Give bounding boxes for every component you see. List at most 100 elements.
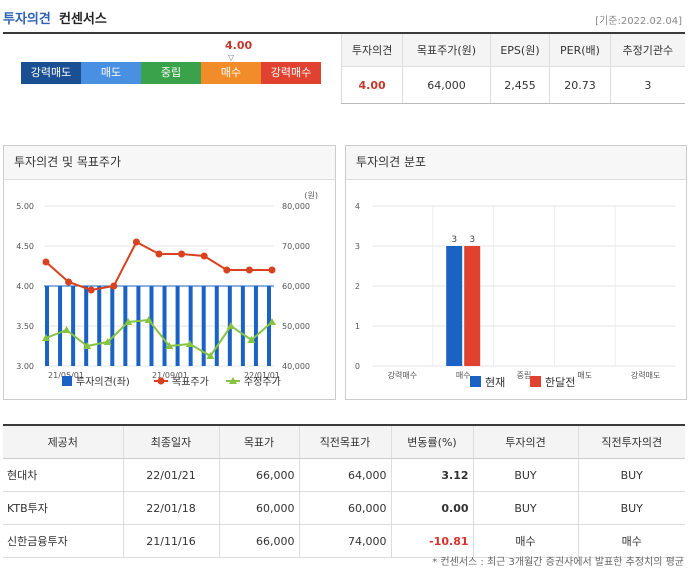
broker-date: 22/01/21 xyxy=(122,458,219,492)
broker-opinion: BUY xyxy=(472,458,578,492)
y-right-tick: 60,000 xyxy=(282,282,310,291)
scale-sell: 매도 xyxy=(81,62,141,84)
opinion-distribution-panel: 투자의견 분포 4 3 2 1 0 강력매수 매수 3 3 중립 매도 강력매도 현재 한달전 xyxy=(345,145,687,400)
x-tick: 중립 xyxy=(517,371,532,380)
legend-label: 목표주가 xyxy=(172,376,209,388)
opinion-bar xyxy=(71,286,76,366)
target-price-point xyxy=(132,238,140,246)
broker-prev-target: 64,000 xyxy=(298,458,391,492)
adjusted-price-point xyxy=(83,342,92,349)
summary-count-value: 3 xyxy=(609,66,685,104)
summary-target-value: 64,000 xyxy=(402,66,491,104)
x-tick: 매수 xyxy=(456,371,471,380)
opinion-bar xyxy=(58,286,63,366)
adjusted-price-point xyxy=(226,322,235,329)
target-price-point xyxy=(223,266,231,274)
opinion-target-panel: 투자의견 및 목표주가 5.00 4.50 4.00 3.50 3.00 80,000 70… xyxy=(3,145,336,400)
y-right-tick: 40,000 xyxy=(282,362,310,371)
opinion-bar xyxy=(214,286,219,366)
summary-header: 투자의견 xyxy=(340,34,403,67)
adjusted-price-point xyxy=(103,338,112,345)
adjusted-price-point xyxy=(62,326,71,333)
scale-strong-sell: 강력매도 xyxy=(21,62,81,84)
data-label: 3 xyxy=(469,235,475,245)
opinion-bar xyxy=(97,286,102,366)
broker-opinion: 매수 xyxy=(472,524,578,558)
top-divider xyxy=(3,32,685,34)
broker-prev-opinion: BUY xyxy=(577,491,685,525)
series-line-목표주가 xyxy=(45,240,272,292)
target-price-point xyxy=(178,250,186,258)
legend-bar-swatch xyxy=(62,376,72,386)
bar-현재 xyxy=(446,246,463,366)
broker-header: 목표가 xyxy=(218,424,299,459)
target-price-point xyxy=(87,286,95,294)
broker-prev-target: 74,000 xyxy=(298,524,391,558)
target-price-point xyxy=(200,252,208,260)
opinion-bar xyxy=(162,286,167,366)
opinion-bar xyxy=(253,286,258,366)
target-price-point xyxy=(110,282,118,290)
legend-swatch xyxy=(470,376,481,387)
x-tick: 21/09/01 xyxy=(152,371,188,380)
broker-date: 22/01/18 xyxy=(122,491,219,525)
panel-title: 투자의견 분포 xyxy=(346,146,686,180)
opinion-scale-bar: 강력매도 매도 중립 매수 강력매수 xyxy=(21,62,321,84)
adjusted-price-point xyxy=(42,334,50,341)
scale-neutral: 중립 xyxy=(141,62,201,84)
broker-change: 3.12 xyxy=(390,458,473,492)
broker-target: 66,000 xyxy=(218,458,299,492)
broker-change: 0.00 xyxy=(390,491,473,525)
target-price-point xyxy=(155,250,163,258)
opinion-bar xyxy=(175,286,180,366)
broker-target: 66,000 xyxy=(218,524,299,558)
y-left-tick: 3.00 xyxy=(16,362,34,371)
scale-strong-buy: 강력매수 xyxy=(261,62,321,84)
adjusted-price-point xyxy=(144,316,153,323)
score-value: 4.00 xyxy=(225,39,253,52)
legend-label: 수정주가 xyxy=(244,376,281,388)
x-tick: 매도 xyxy=(577,371,592,380)
y-right-tick: 80,000 xyxy=(282,202,310,211)
broker-table: 제공처 최종일자 목표가 직전목표가 변동률(%) 투자의견 직전투자의견 현대… xyxy=(3,424,685,558)
target-price-point xyxy=(245,266,253,274)
opinion-bar xyxy=(201,286,206,366)
broker-target: 60,000 xyxy=(218,491,299,525)
x-tick: 강력매수 xyxy=(388,370,417,380)
y-right-tick: 70,000 xyxy=(282,242,310,251)
opinion-bar xyxy=(240,286,245,366)
panel-title: 투자의견 및 목표주가 xyxy=(4,146,335,180)
score-marker-icon: ▽ xyxy=(228,53,235,62)
y-left-tick: 4.00 xyxy=(16,282,34,291)
y-tick: 2 xyxy=(355,282,360,291)
opinion-bar xyxy=(267,286,271,366)
opinion-bar xyxy=(45,286,49,366)
broker-name: 현대차 xyxy=(3,458,123,492)
page-title: 투자의견 xyxy=(3,12,51,27)
legend-label: 한달전 xyxy=(545,376,575,389)
consensus-summary-table: 투자의견 목표주가(원) EPS(원) PER(배) 추정기관수 4.00 64… xyxy=(340,34,685,104)
adjusted-price-point xyxy=(124,318,133,325)
base-date: [기준:2022.02.04] xyxy=(595,16,682,27)
broker-opinion: BUY xyxy=(472,491,578,525)
opinion-bar xyxy=(149,286,154,366)
target-price-point xyxy=(65,278,73,286)
target-price-point xyxy=(268,266,276,274)
broker-header: 투자의견 xyxy=(472,424,578,459)
broker-header: 제공처 xyxy=(3,424,123,459)
broker-header: 직전투자의견 xyxy=(577,424,685,459)
x-tick: 강력매도 xyxy=(631,370,660,380)
opinion-bar xyxy=(110,286,115,366)
broker-header: 최종일자 xyxy=(122,424,219,459)
y-left-tick: 3.50 xyxy=(16,322,34,331)
summary-header: 추정기관수 xyxy=(609,34,685,67)
y-right-unit: (원) xyxy=(304,191,318,200)
legend-label: 현재 xyxy=(485,376,505,389)
opinion-target-chart: 5.00 4.50 4.00 3.50 3.00 80,000 70,000 60,000 50… xyxy=(16,191,318,388)
summary-header: PER(배) xyxy=(549,34,611,67)
broker-prev-target: 60,000 xyxy=(298,491,391,525)
summary-per-value: 20.73 xyxy=(549,66,611,104)
y-left-tick: 5.00 xyxy=(16,202,34,211)
data-label: 3 xyxy=(451,235,457,245)
